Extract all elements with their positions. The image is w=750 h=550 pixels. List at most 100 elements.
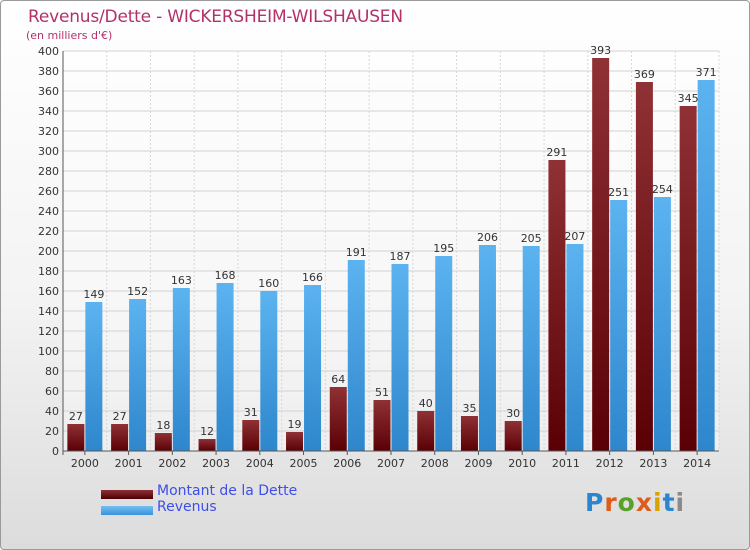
y-tick-label: 340 xyxy=(38,105,59,118)
data-label-revenue: 163 xyxy=(171,274,192,287)
bar-debt xyxy=(504,421,522,451)
logo-letter: P xyxy=(585,488,605,517)
bar-revenue xyxy=(610,200,628,451)
legend-swatch-revenue xyxy=(101,506,153,515)
legend-label-debt: Montant de la Dette xyxy=(157,483,298,499)
bar-revenue xyxy=(172,288,190,451)
data-label-debt: 64 xyxy=(331,373,345,386)
chart-title: Revenus/Dette - WICKERSHEIM-WILSHAUSEN xyxy=(28,7,403,27)
x-tick-label: 2005 xyxy=(290,457,318,470)
bar-revenue xyxy=(85,302,103,451)
x-tick-label: 2004 xyxy=(246,457,274,470)
y-tick-label: 240 xyxy=(38,205,59,218)
y-tick-label: 180 xyxy=(38,265,59,278)
logo-letter: i xyxy=(653,488,663,517)
chart-subtitle: (en milliers d'€) xyxy=(26,29,113,42)
bar-debt xyxy=(198,439,216,451)
grid-lines xyxy=(62,50,720,452)
bar-debt xyxy=(373,400,391,451)
x-tick-label: 2012 xyxy=(596,457,624,470)
data-label-revenue: 195 xyxy=(433,242,454,255)
y-tick-label: 400 xyxy=(38,45,59,58)
bar-debt xyxy=(417,411,435,451)
bar-revenue xyxy=(391,264,409,451)
bar-revenue xyxy=(129,299,147,451)
data-label-revenue: 254 xyxy=(652,183,673,196)
x-tick-label: 2002 xyxy=(158,457,186,470)
y-tick-label: 360 xyxy=(38,85,59,98)
proxiti-logo: Proxiti xyxy=(585,488,685,517)
bar-debt xyxy=(286,432,304,451)
bar-debt xyxy=(154,433,172,451)
bar-debt xyxy=(460,416,478,451)
bar-revenue xyxy=(435,256,453,451)
bar-revenue xyxy=(347,260,365,451)
data-label-debt: 27 xyxy=(69,410,83,423)
data-label-debt: 369 xyxy=(634,68,655,81)
bar-debt xyxy=(548,160,566,451)
bar-revenue xyxy=(566,244,584,451)
x-tick-label: 2003 xyxy=(202,457,230,470)
bar-revenue xyxy=(478,245,496,451)
data-label-debt: 18 xyxy=(156,419,170,432)
x-tick-label: 2001 xyxy=(115,457,143,470)
bar-revenue xyxy=(260,291,278,451)
data-label-debt: 35 xyxy=(462,402,476,415)
y-tick-label: 140 xyxy=(38,305,59,318)
x-tick-label: 2008 xyxy=(421,457,449,470)
logo-letter: t xyxy=(662,488,676,517)
data-label-debt: 12 xyxy=(200,425,214,438)
logo-letter: x xyxy=(635,488,653,517)
bar-debt xyxy=(242,420,260,451)
y-tick-label: 380 xyxy=(38,65,59,78)
y-tick-label: 120 xyxy=(38,325,59,338)
logo-letter: i xyxy=(675,488,686,517)
bars: 27 149 27 152 18 163 12 168 31 160 19 166 64 191 51 187… xyxy=(67,44,717,451)
data-label-revenue: 160 xyxy=(258,277,279,290)
x-tick-label: 2013 xyxy=(639,457,667,470)
bar-debt xyxy=(679,106,697,451)
data-label-revenue: 168 xyxy=(215,269,236,282)
x-tick-label: 2009 xyxy=(464,457,492,470)
data-label-revenue: 207 xyxy=(564,230,585,243)
y-tick-label: 40 xyxy=(45,405,59,418)
y-tick-label: 60 xyxy=(45,385,59,398)
logo-letter: o xyxy=(617,488,636,517)
bar-revenue xyxy=(304,285,322,451)
bar-debt xyxy=(111,424,129,451)
bar-debt xyxy=(592,58,610,451)
data-label-revenue: 205 xyxy=(521,232,542,245)
bar-revenue xyxy=(653,197,671,451)
y-tick-label: 80 xyxy=(45,365,59,378)
bar-debt xyxy=(635,82,653,451)
data-label-revenue: 251 xyxy=(608,186,629,199)
data-label-debt: 30 xyxy=(506,407,520,420)
bar-debt xyxy=(329,387,347,451)
y-tick-label: 300 xyxy=(38,145,59,158)
bar-revenue xyxy=(522,246,540,451)
y-tick-label: 200 xyxy=(38,245,59,258)
data-label-debt: 40 xyxy=(419,397,433,410)
data-label-debt: 19 xyxy=(288,418,302,431)
x-tick-label: 2007 xyxy=(377,457,405,470)
data-label-revenue: 371 xyxy=(696,66,717,79)
data-label-debt: 291 xyxy=(546,146,567,159)
y-tick-label: 0 xyxy=(52,445,59,458)
legend-swatch-debt xyxy=(101,490,153,499)
x-tick-label: 2000 xyxy=(71,457,99,470)
y-tick-label: 220 xyxy=(38,225,59,238)
data-label-revenue: 149 xyxy=(83,288,104,301)
data-label-revenue: 152 xyxy=(127,285,148,298)
axes: 0 20 40 60 80 100 120 140 160 180 200 220 240 260 280 3… xyxy=(38,45,719,470)
data-label-revenue: 166 xyxy=(302,271,323,284)
x-tick-label: 2010 xyxy=(508,457,536,470)
data-label-debt: 51 xyxy=(375,386,389,399)
y-tick-label: 260 xyxy=(38,185,59,198)
y-tick-label: 320 xyxy=(38,125,59,138)
data-label-debt: 393 xyxy=(590,44,611,57)
legend-label-revenue: Revenus xyxy=(157,499,217,515)
logo-letter: r xyxy=(604,488,618,517)
data-label-debt: 345 xyxy=(678,92,699,105)
